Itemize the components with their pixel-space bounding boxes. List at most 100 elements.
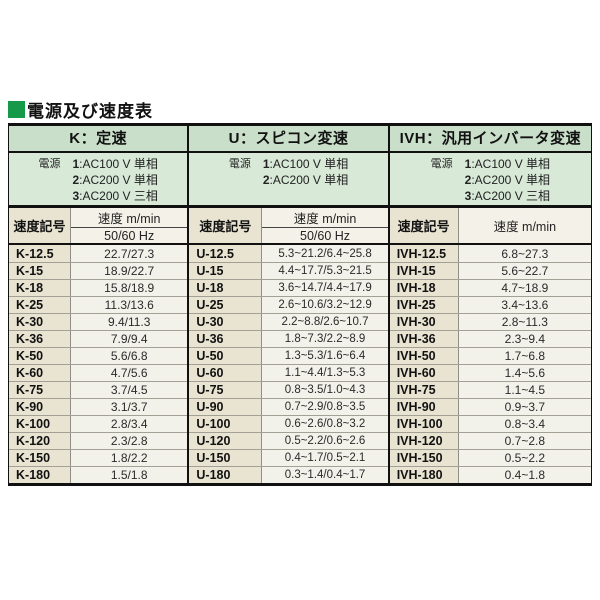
- column-header-speed-code: 速度記号: [189, 208, 263, 243]
- power-label: 電源: [228, 158, 251, 170]
- speed-value-cell: 22.7/27.3: [71, 245, 188, 262]
- table-row: K-60 4.7/5.6: [9, 364, 188, 381]
- speed-code-cell: U-100: [189, 416, 263, 432]
- speed-value-cell: 5.6~22.7: [458, 263, 591, 279]
- speed-value-cell: 5.3~21.2/6.4~25.8: [262, 245, 388, 262]
- column-header-speed: 速度 m/min 50/60 Hz: [71, 208, 188, 243]
- speed-value-cell: 3.1/3.7: [71, 399, 188, 415]
- table-row: U-120 0.5~2.2/0.6~2.6: [189, 432, 388, 449]
- table-row: IVH-50 1.7~6.8: [389, 347, 591, 364]
- speed-code-cell: K-150: [9, 450, 71, 466]
- power-line: 3:AC200 V 三相: [431, 188, 550, 204]
- speed-value-cell: 2.8/3.4: [71, 416, 188, 432]
- table-row: U-18 3.6~14.7/4.4~17.9: [189, 279, 388, 296]
- speed-value-cell: 3.4~13.6: [458, 297, 591, 313]
- power-line: 電源 1:AC100 V 単相: [38, 156, 157, 172]
- table-row: K-180 1.5/1.8: [9, 466, 188, 483]
- speed-code-cell: U-150: [189, 450, 263, 466]
- speed-code-cell: IVH-120: [389, 433, 459, 449]
- speed-value-cell: 1.8/2.2: [71, 450, 188, 466]
- table-row: IVH-25 3.4~13.6: [389, 296, 591, 313]
- speed-code-cell: IVH-150: [389, 450, 459, 466]
- table-row: IVH-18 4.7~18.9: [389, 279, 591, 296]
- speed-value-cell: 0.5~2.2: [458, 450, 591, 466]
- table-row: U-12.5 5.3~21.2/6.4~25.8: [189, 245, 388, 262]
- power-option-text: :AC100 V 単相: [471, 157, 551, 171]
- table-row: IVH-60 1.4~5.6: [389, 364, 591, 381]
- power-label: [38, 188, 72, 204]
- table-row: U-25 2.6~10.6/3.2~12.9: [189, 296, 388, 313]
- speed-code-cell: IVH-180: [389, 467, 459, 483]
- speed-code-cell: U-30: [189, 314, 263, 330]
- speed-value-cell: 2.3~9.4: [458, 331, 591, 347]
- power-option-number: 1: [464, 157, 472, 171]
- table-row: IVH-100 0.8~3.4: [389, 415, 591, 432]
- power-option-number: 1: [262, 157, 270, 171]
- speed-value-cell: 0.7~2.9/0.8~3.5: [262, 399, 388, 415]
- table-row: IVH-75 1.1~4.5: [389, 381, 591, 398]
- speed-value-cell: 18.9/22.7: [71, 263, 188, 279]
- speed-value-cell: 2.2~8.8/2.6~10.7: [262, 314, 388, 330]
- table-row: U-50 1.3~5.3/1.6~6.4: [189, 347, 388, 364]
- speed-value-cell: 0.3~1.4/0.4~1.7: [262, 467, 388, 483]
- power-option-number: 2: [262, 173, 270, 187]
- table-row: IVH-180 0.4~1.8: [389, 466, 591, 483]
- speed-code-cell: IVH-15: [389, 263, 459, 279]
- table-row: K-15 18.9/22.7: [9, 262, 188, 279]
- group-u: U：スピコン変速 電源 1:AC100 V 単相 2:AC200 V 単相 速度記号…: [187, 126, 388, 483]
- green-square-icon: [8, 101, 25, 118]
- power-option-text: :AC200 V 単相: [79, 173, 158, 187]
- column-header-speed: 速度 m/min: [458, 208, 591, 243]
- data-rows-ivh: IVH-12.5 6.8~27.3 IVH-15 5.6~22.7 IVH-18 4.7~…: [389, 245, 591, 483]
- table-row: K-75 3.7/4.5: [9, 381, 188, 398]
- power-line: 2:AC200 V 単相: [431, 172, 550, 188]
- speed-value-cell: 1.1~4.4/1.3~5.3: [262, 365, 388, 381]
- data-rows-u: U-12.5 5.3~21.2/6.4~25.8 U-15 4.4~17.7/5.3~…: [189, 245, 388, 483]
- group-k: K：定速 電源 1:AC100 V 単相 2:AC200 V 単相 3:AC200 V…: [9, 126, 188, 483]
- speed-code-cell: K-15: [9, 263, 71, 279]
- table-row: IVH-150 0.5~2.2: [389, 449, 591, 466]
- speed-code-cell: K-120: [9, 433, 71, 449]
- power-options-ivh: 電源 1:AC100 V 単相 2:AC200 V 単相 3:AC200 V 三相: [389, 153, 591, 208]
- power-line: 2:AC200 V 単相: [229, 172, 348, 188]
- table-row: U-30 2.2~8.8/2.6~10.7: [189, 313, 388, 330]
- power-label: 電源: [430, 158, 453, 170]
- group-header-u: U：スピコン変速: [189, 126, 388, 153]
- speed-value-cell: 4.7/5.6: [71, 365, 188, 381]
- column-header-frequency: 50/60 Hz: [262, 227, 388, 243]
- speed-code-cell: K-50: [9, 348, 71, 364]
- table-row: U-36 1.8~7.3/2.2~8.9: [189, 330, 388, 347]
- speed-value-cell: 0.6~2.6/0.8~3.2: [262, 416, 388, 432]
- table-row: IVH-36 2.3~9.4: [389, 330, 591, 347]
- speed-value-cell: 6.8~27.3: [458, 245, 591, 262]
- power-option-text: :AC100 V 単相: [79, 157, 158, 171]
- speed-code-cell: K-12.5: [9, 245, 71, 262]
- speed-value-cell: 9.4/11.3: [71, 314, 188, 330]
- table-row: K-12.5 22.7/27.3: [9, 245, 188, 262]
- subheader-u: 速度記号 速度 m/min 50/60 Hz: [189, 208, 388, 245]
- speed-value-cell: 2.3/2.8: [71, 433, 188, 449]
- speed-value-cell: 15.8/18.9: [71, 280, 188, 296]
- power-label: [431, 172, 465, 188]
- speed-value-cell: 1.5/1.8: [71, 467, 188, 483]
- speed-code-cell: IVH-75: [389, 382, 459, 398]
- power-option-number: 1: [72, 157, 80, 171]
- table-row: U-150 0.4~1.7/0.5~2.1: [189, 449, 388, 466]
- speed-code-cell: K-25: [9, 297, 71, 313]
- speed-value-cell: 0.5~2.2/0.6~2.6: [262, 433, 388, 449]
- speed-value-cell: 1.7~6.8: [458, 348, 591, 364]
- table-row: U-100 0.6~2.6/0.8~3.2: [189, 415, 388, 432]
- table-row: IVH-120 0.7~2.8: [389, 432, 591, 449]
- speed-code-cell: U-75: [189, 382, 263, 398]
- power-option-number: 3: [464, 189, 472, 203]
- speed-value-cell: 0.4~1.8: [458, 467, 591, 483]
- speed-code-cell: IVH-60: [389, 365, 459, 381]
- table-row: U-15 4.4~17.7/5.3~21.5: [189, 262, 388, 279]
- speed-code-cell: IVH-12.5: [389, 245, 459, 262]
- table-row: K-100 2.8/3.4: [9, 415, 188, 432]
- table-row: U-180 0.3~1.4/0.4~1.7: [189, 466, 388, 483]
- table-row: K-50 5.6/6.8: [9, 347, 188, 364]
- power-option-text: :AC200 V 単相: [269, 173, 349, 187]
- table-row: K-120 2.3/2.8: [9, 432, 188, 449]
- column-header-speed-unit: 速度 m/min: [493, 220, 557, 234]
